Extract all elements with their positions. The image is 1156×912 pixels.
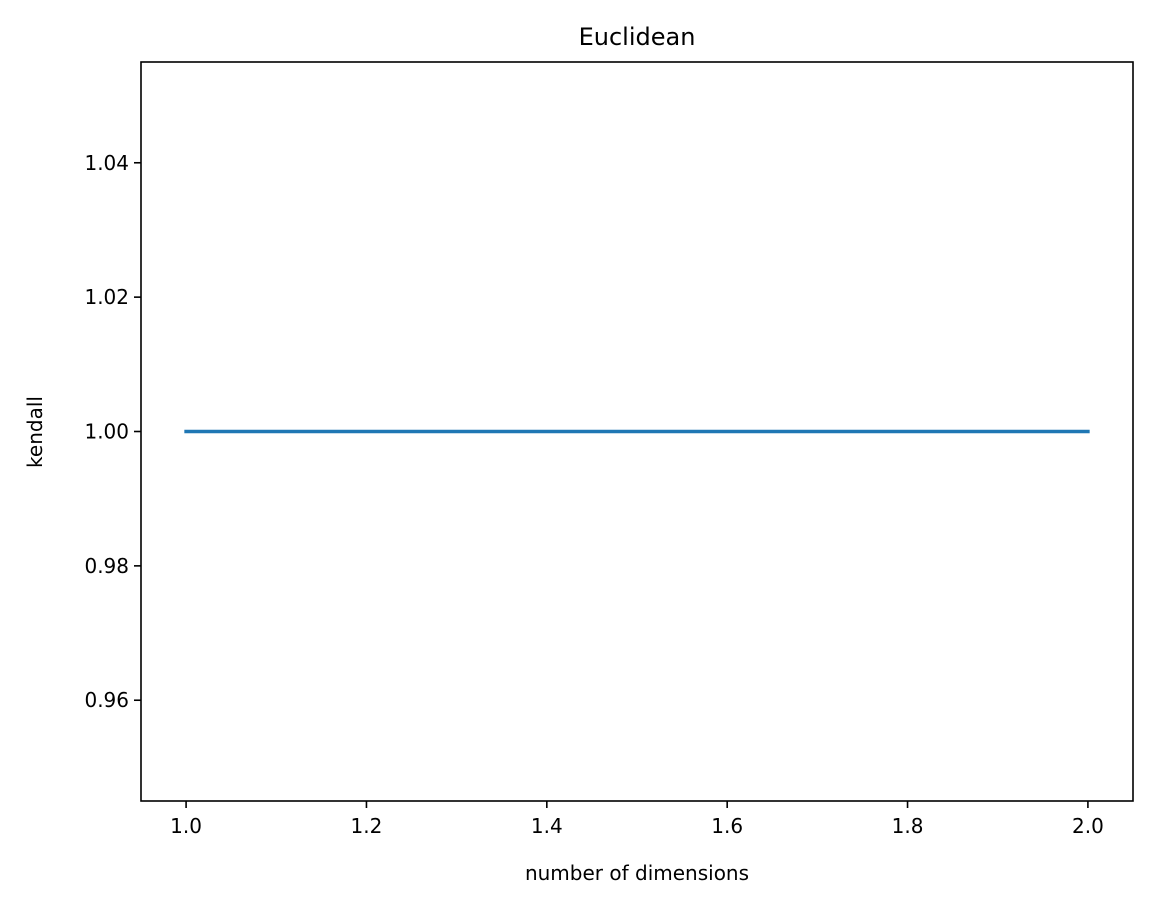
x-tick-label-0: 1.0 bbox=[170, 814, 202, 838]
x-tick-label-1: 1.2 bbox=[351, 814, 383, 838]
y-tick-label-2: 1.00 bbox=[84, 420, 129, 444]
x-axis-label: number of dimensions bbox=[525, 861, 749, 885]
x-tick-label-4: 1.8 bbox=[892, 814, 924, 838]
x-tick-label-5: 2.0 bbox=[1072, 814, 1104, 838]
plot-area: 1.0 1.2 1.4 1.6 1.8 2.0 0.96 0.98 1.00 1.02 1.04 bbox=[84, 61, 1134, 838]
y-tick-label-1: 0.98 bbox=[84, 554, 129, 578]
y-tick-label-4: 1.04 bbox=[84, 151, 129, 175]
x-tick-label-2: 1.4 bbox=[531, 814, 563, 838]
chart-title: Euclidean bbox=[579, 23, 696, 51]
y-axis-label: kendall bbox=[23, 396, 47, 468]
y-tick-label-0: 0.96 bbox=[84, 688, 129, 712]
y-tick-label-3: 1.02 bbox=[84, 285, 129, 309]
x-tick-label-3: 1.6 bbox=[711, 814, 743, 838]
